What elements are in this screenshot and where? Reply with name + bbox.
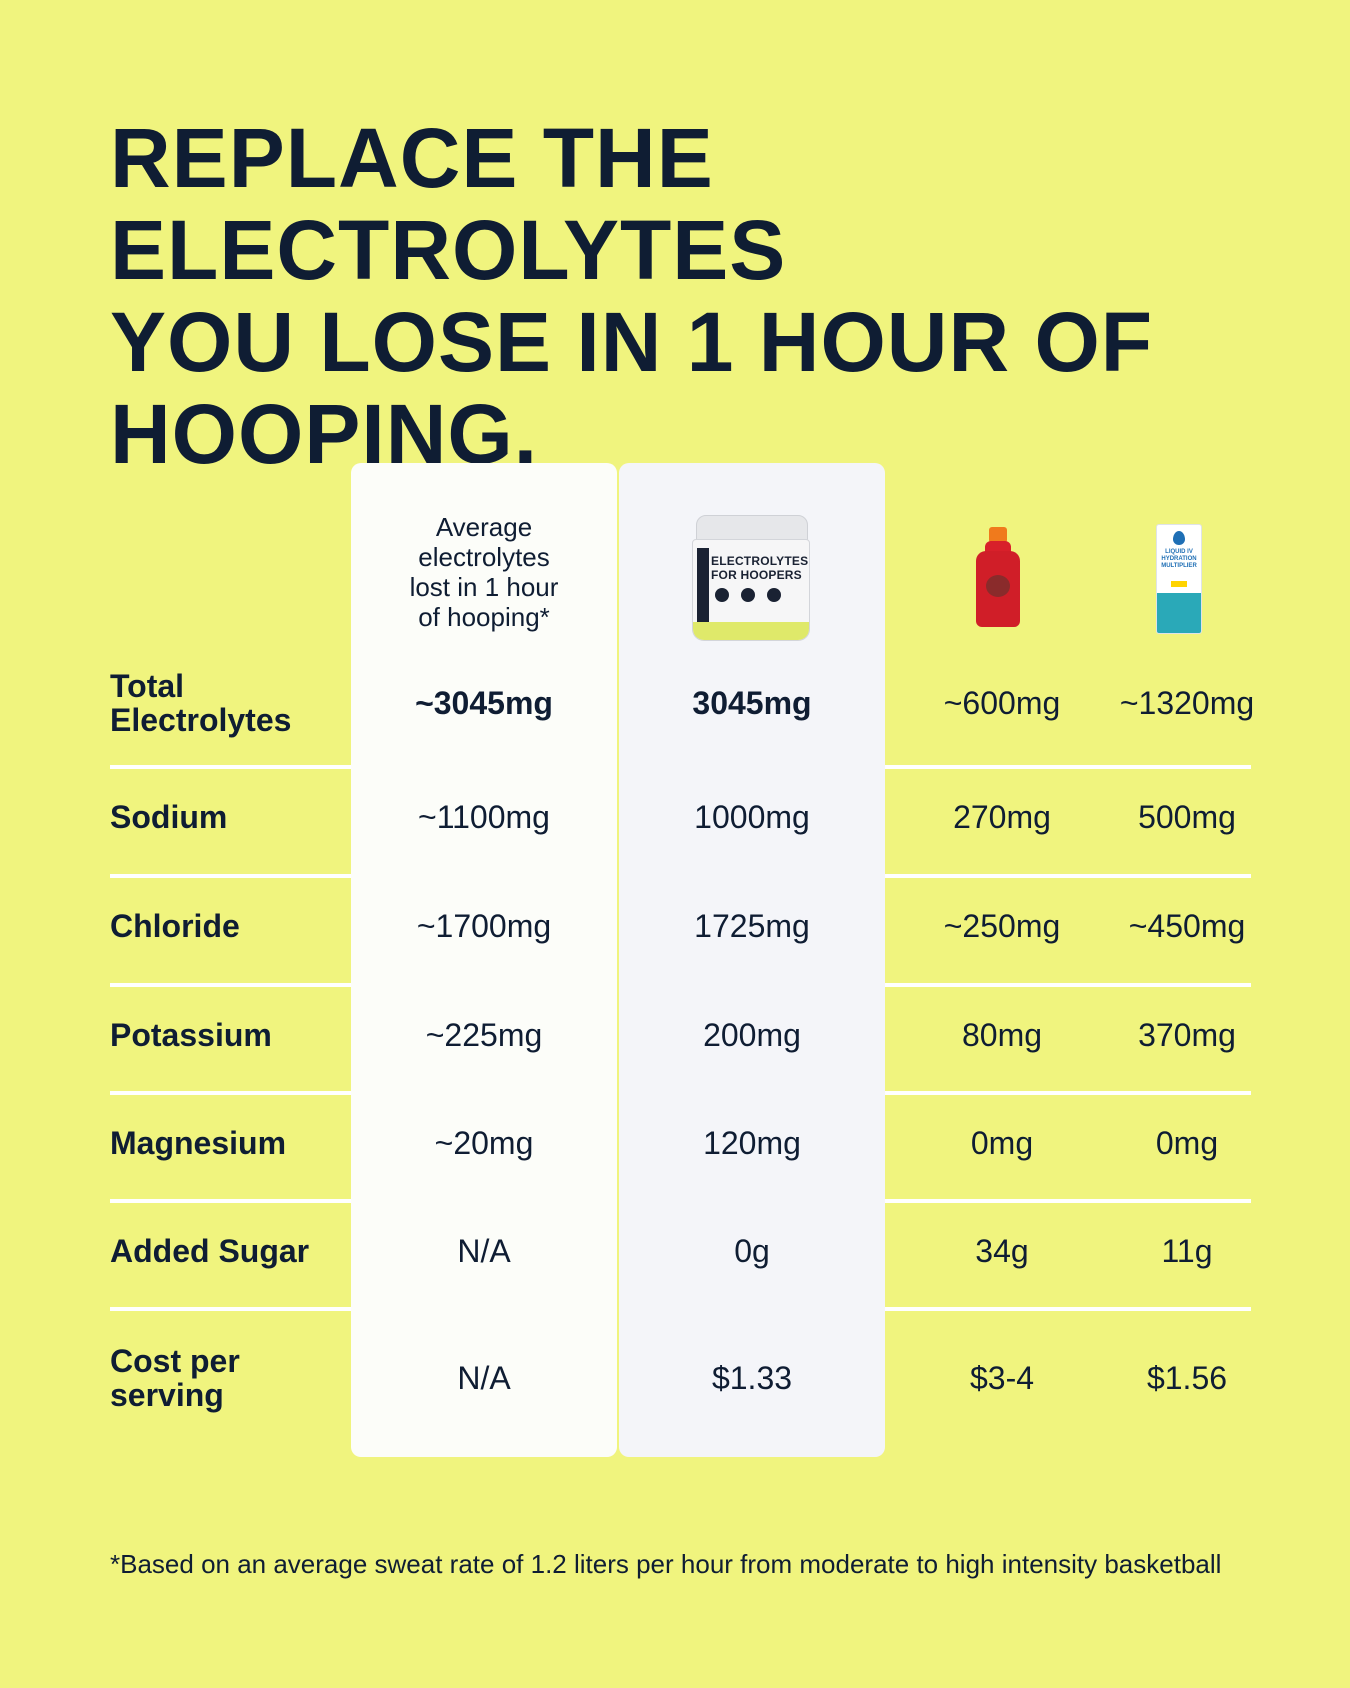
row-label: Sodium — [110, 799, 228, 835]
liquid-iv-value: 370mg — [1138, 1016, 1236, 1053]
gatorade-value: ~600mg — [943, 684, 1061, 721]
gatorade-value: $3-4 — [969, 1359, 1035, 1396]
average-column-header: Average electrolytes lost in 1 hour of h… — [409, 512, 559, 632]
footnote: *Based on an average sweat rate of 1.2 l… — [110, 1549, 1222, 1579]
hoop-fuel-value: 200mg — [703, 1016, 801, 1053]
liquid-iv-value: 0mg — [1155, 1124, 1219, 1161]
row-divider — [110, 1307, 351, 1311]
hoop-fuel-value: 3045mg — [692, 684, 812, 721]
average-value: ~20mg — [434, 1124, 534, 1161]
row-label: Chloride — [110, 908, 240, 944]
headline-line-2: YOU LOSE IN 1 HOUR OF — [110, 295, 1154, 389]
headline-line-1: REPLACE THE ELECTROLYTES — [110, 111, 787, 297]
row-label: Total Electrolytes — [110, 668, 292, 738]
gatorade-value: 270mg — [953, 798, 1051, 835]
row-divider — [885, 765, 1251, 769]
average-value: ~1100mg — [418, 798, 550, 835]
gatorade-value: 0mg — [970, 1124, 1034, 1161]
comparison-row: Total Electrolytes ~3045mg 3045mg ~600mg ~13… — [110, 648, 1254, 758]
headline: REPLACE THE ELECTROLYTES YOU LOSE IN 1 H… — [110, 112, 1270, 480]
row-divider — [110, 1199, 351, 1203]
row-label: Added Sugar — [110, 1233, 310, 1269]
hoop-fuel-value: $1.33 — [711, 1359, 793, 1396]
hoop-fuel-tub-image: ELECTROLYTES FOR HOOPERS — [692, 515, 810, 641]
liquid-iv-value: ~450mg — [1128, 907, 1246, 944]
comparison-row: Cost per serving N/A $1.33 $3-4 $1.56 — [110, 1310, 1251, 1446]
average-value: ~225mg — [425, 1016, 543, 1053]
row-label: Magnesium — [110, 1125, 287, 1161]
row-label: Cost per serving — [110, 1343, 240, 1413]
row-divider — [110, 1091, 351, 1095]
row-divider — [885, 1091, 1251, 1095]
hoop-fuel-value: 0g — [734, 1232, 770, 1269]
average-value: ~3045mg — [415, 684, 553, 721]
row-divider — [885, 874, 1251, 878]
average-value: ~1700mg — [416, 907, 552, 944]
liquid-iv-value: $1.56 — [1146, 1359, 1228, 1396]
row-divider — [885, 983, 1251, 987]
hoop-fuel-value: 120mg — [703, 1124, 801, 1161]
comparison-row: Chloride ~1700mg 1725mg ~250mg ~450mg — [110, 876, 1251, 976]
row-divider — [110, 765, 351, 769]
gatorade-bottle-image — [976, 527, 1020, 627]
liquid-iv-value: 11g — [1161, 1232, 1213, 1269]
comparison-row: Potassium ~225mg 200mg 80mg 370mg — [110, 985, 1251, 1085]
liquid-iv-stick-image: LIQUID IV HYDRATION MULTIPLIER — [1156, 524, 1202, 634]
liquid-iv-value: 500mg — [1138, 798, 1236, 835]
gatorade-value: ~250mg — [943, 907, 1061, 944]
comparison-row: Sodium ~1100mg 1000mg 270mg 500mg — [110, 767, 1251, 867]
tub-label: ELECTROLYTES FOR HOOPERS — [711, 554, 809, 582]
row-divider — [110, 874, 351, 878]
hoop-fuel-value: 1725mg — [694, 907, 810, 944]
liquid-iv-label: LIQUID IV HYDRATION MULTIPLIER — [1161, 549, 1197, 569]
row-divider — [885, 1307, 1251, 1311]
average-value: N/A — [457, 1232, 511, 1269]
hoop-fuel-value: 1000mg — [694, 798, 810, 835]
gatorade-value: 34g — [975, 1232, 1029, 1269]
row-divider — [110, 983, 351, 987]
average-value: N/A — [457, 1359, 511, 1396]
average-column-background — [351, 463, 617, 1457]
liquid-iv-value: ~1320mg — [1119, 684, 1255, 721]
comparison-row: Magnesium ~20mg 120mg 0mg 0mg — [110, 1093, 1251, 1193]
gatorade-value: 80mg — [961, 1016, 1043, 1053]
comparison-row: Added Sugar N/A 0g 34g 11g — [110, 1201, 1251, 1301]
row-divider — [885, 1199, 1251, 1203]
row-label: Potassium — [110, 1017, 272, 1053]
